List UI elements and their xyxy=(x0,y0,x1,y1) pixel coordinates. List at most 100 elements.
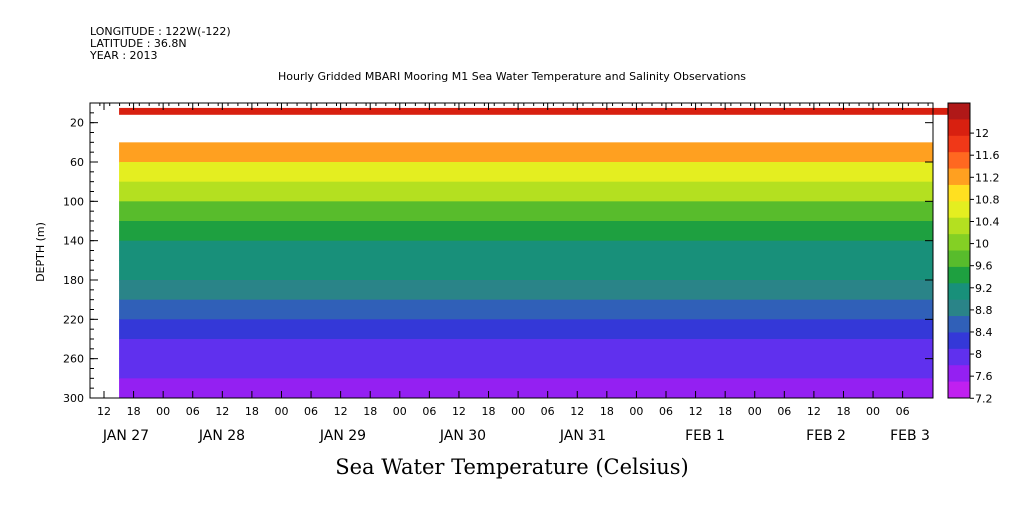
colorbar-label: 9.2 xyxy=(975,282,993,295)
y-tick-label: 220 xyxy=(63,313,84,326)
year-label: YEAR : 2013 xyxy=(89,49,158,62)
colorbar-swatch xyxy=(948,234,970,251)
x-date-label: JAN 27 xyxy=(102,428,149,444)
x-tick-label: 18 xyxy=(482,405,496,418)
colorbar-swatch xyxy=(948,168,970,186)
x-tick-label: 12 xyxy=(807,405,821,418)
x-date-label: JAN 30 xyxy=(439,428,486,444)
x-tick-label: 00 xyxy=(748,405,762,418)
colorbar: 12 11.6 11.2 10.8 10.4 10 9.6 9.2 8.8 8.4 8 7.6 7.2 xyxy=(947,102,1000,405)
colorbar-swatch xyxy=(948,283,970,301)
x-tick-label: 00 xyxy=(629,405,643,418)
x-tick-label: 00 xyxy=(511,405,525,418)
x-tick-label: 00 xyxy=(156,405,170,418)
depth-band xyxy=(119,280,933,301)
colorbar-swatch xyxy=(948,266,970,284)
colorbar-label: 10 xyxy=(975,238,989,251)
x-tick-label: 12 xyxy=(689,405,703,418)
axis-ticks: 20 60 100 140 180 220 260 300 12 18 00 06 12 18 00 06 12… xyxy=(63,103,933,444)
depth-band xyxy=(119,181,933,202)
depth-band xyxy=(119,358,933,379)
x-tick-label: 00 xyxy=(393,405,407,418)
colorbar-label: 8.4 xyxy=(975,326,993,339)
heatmap-field xyxy=(119,107,963,399)
y-tick-label: 260 xyxy=(63,353,84,366)
x-tick-label: 18 xyxy=(718,405,732,418)
depth-band xyxy=(119,299,933,320)
x-tick-label: 06 xyxy=(304,405,318,418)
x-tick-label: 18 xyxy=(600,405,614,418)
colorbar-frame xyxy=(947,102,971,399)
x-date-label: JAN 29 xyxy=(319,428,366,444)
x-tick-label: 12 xyxy=(570,405,584,418)
x-tick-label: 06 xyxy=(896,405,910,418)
x-tick-label: 12 xyxy=(334,405,348,418)
depth-band xyxy=(119,260,933,281)
x-tick-label: 06 xyxy=(186,405,200,418)
colorbar-swatch xyxy=(948,365,970,383)
x-tick-label: 00 xyxy=(866,405,880,418)
longitude-label: LONGITUDE : 122W(-122) xyxy=(90,25,231,38)
x-tick-label: 06 xyxy=(659,405,673,418)
colorbar-swatch xyxy=(948,348,970,366)
colorbar-swatch xyxy=(948,135,970,153)
colorbar-label: 10.8 xyxy=(975,193,1000,206)
x-tick-label: 18 xyxy=(363,405,377,418)
colorbar-label: 11.6 xyxy=(975,149,1000,162)
y-tick-label: 100 xyxy=(63,195,84,208)
y-tick-label: 140 xyxy=(63,235,84,248)
x-tick-label: 06 xyxy=(777,405,791,418)
depth-band xyxy=(119,240,933,261)
x-tick-label: 12 xyxy=(97,405,111,418)
colorbar-swatch xyxy=(948,250,970,268)
x-axis-title: Sea Water Temperature (Celsius) xyxy=(335,455,689,479)
depth-band xyxy=(119,319,933,340)
y-tick-label: 60 xyxy=(70,156,84,169)
x-tick-label: 12 xyxy=(452,405,466,418)
x-tick-label: 18 xyxy=(245,405,259,418)
colorbar-label: 12 xyxy=(975,127,989,140)
surface-band xyxy=(119,107,963,115)
x-tick-label: 12 xyxy=(215,405,229,418)
depth-band xyxy=(119,221,933,242)
colorbar-swatch xyxy=(948,299,970,317)
colorbar-swatch xyxy=(948,184,970,202)
colorbar-label: 8 xyxy=(975,348,982,361)
colorbar-swatch xyxy=(948,119,970,137)
y-tick-label: 180 xyxy=(63,274,84,287)
x-tick-label: 06 xyxy=(422,405,436,418)
y-tick-label: 300 xyxy=(63,392,84,405)
x-tick-label: 06 xyxy=(541,405,555,418)
y-axis-label: DEPTH (m) xyxy=(34,222,47,282)
colorbar-label: 9.6 xyxy=(975,260,993,273)
x-tick-label: 18 xyxy=(127,405,141,418)
colorbar-label: 10.4 xyxy=(975,215,1000,228)
x-date-label: JAN 31 xyxy=(559,428,606,444)
depth-band xyxy=(119,201,933,222)
chart-title: Hourly Gridded MBARI Mooring M1 Sea Wate… xyxy=(278,70,746,83)
colorbar-label: 7.2 xyxy=(975,392,993,405)
latitude-label: LATITUDE : 36.8N xyxy=(90,37,187,50)
x-date-label: FEB 2 xyxy=(806,428,846,444)
x-date-label: FEB 1 xyxy=(685,428,725,444)
colorbar-swatch xyxy=(948,316,970,333)
x-date-label: FEB 3 xyxy=(890,428,930,444)
colorbar-swatch xyxy=(948,103,970,120)
depth-band xyxy=(119,142,933,163)
y-tick-label: 20 xyxy=(70,117,84,130)
colorbar-label: 11.2 xyxy=(975,171,1000,184)
colorbar-swatch xyxy=(948,152,970,170)
colorbar-label: 8.8 xyxy=(975,304,993,317)
colorbar-swatch xyxy=(948,217,970,235)
depth-band xyxy=(119,378,933,399)
colorbar-swatch xyxy=(948,381,970,399)
x-tick-label: 00 xyxy=(274,405,288,418)
colorbar-swatch xyxy=(948,201,970,219)
colorbar-label: 7.6 xyxy=(975,370,993,383)
x-date-label: JAN 28 xyxy=(198,428,245,444)
depth-band xyxy=(119,339,933,360)
depth-band xyxy=(119,162,933,183)
colorbar-swatch xyxy=(948,332,970,350)
x-tick-label: 18 xyxy=(836,405,850,418)
